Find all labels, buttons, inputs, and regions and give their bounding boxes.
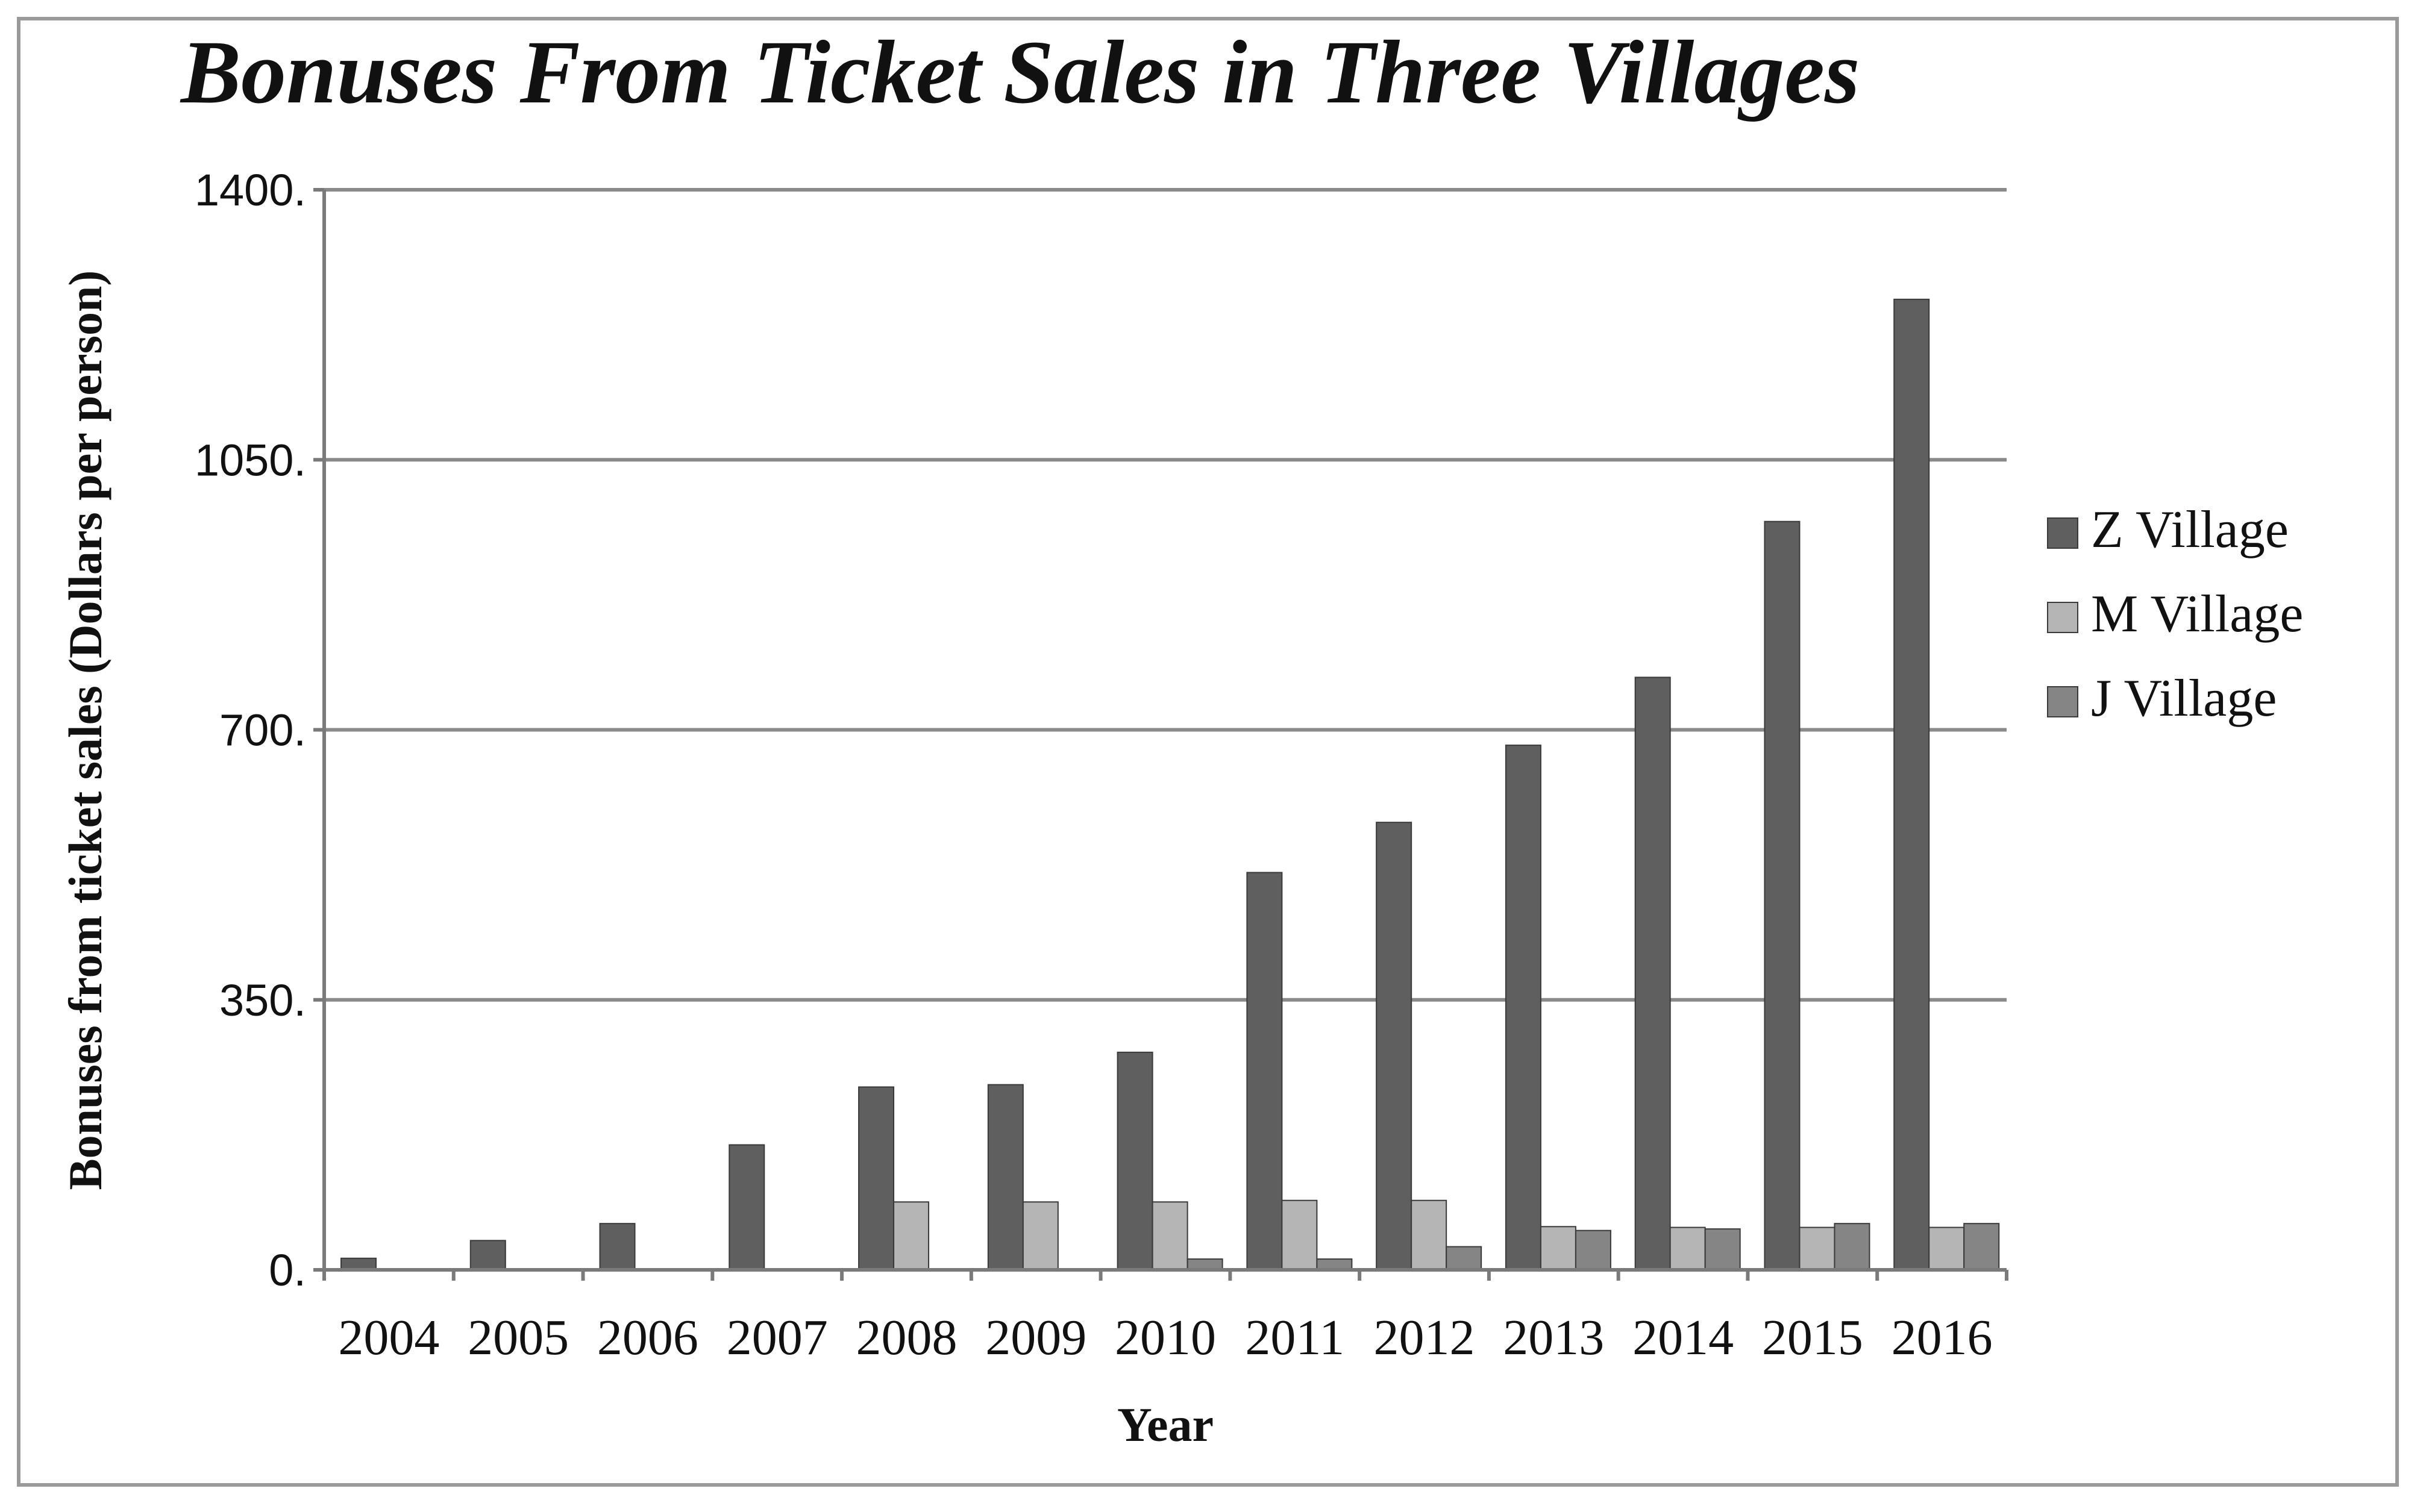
bar-m-village-2012 — [1411, 1199, 1447, 1270]
y-axis-ticks: 0. 350. 700. 1050. 1400. — [195, 165, 324, 1295]
bar-m-village-2011 — [1281, 1199, 1318, 1270]
x-tick-label: 2013 — [1503, 1310, 1604, 1366]
bar-j-village-2014 — [1704, 1228, 1741, 1271]
legend-swatch-z-village — [2047, 517, 2078, 549]
bar-j-village-2013 — [1575, 1229, 1611, 1271]
x-tick-label: 2016 — [1892, 1310, 1993, 1366]
bar-z-village-2008 — [858, 1086, 895, 1270]
bar-z-village-2005 — [469, 1240, 506, 1270]
legend-label: J Village — [2091, 669, 2277, 728]
bar-m-village-2009 — [1022, 1201, 1059, 1270]
x-tick-label: 2008 — [856, 1310, 957, 1366]
x-tick-label: 2004 — [338, 1310, 439, 1366]
y-tick-label: 1400. — [195, 165, 306, 215]
bar-z-village-2009 — [987, 1084, 1024, 1270]
gridlines — [324, 188, 2007, 1002]
x-axis-ticks: 2004 2005 2006 2007 2008 2009 2010 2011 2012 2013… — [322, 1270, 2008, 1366]
legend-label: Z Village — [2091, 501, 2289, 559]
bar-m-village-2016 — [1928, 1226, 1965, 1270]
y-tick-label: 0. — [269, 1245, 306, 1295]
bar-z-village-2013 — [1505, 745, 1541, 1270]
y-tick-label: 350. — [219, 975, 306, 1025]
legend-label: M Village — [2091, 585, 2303, 643]
bar-m-village-2015 — [1799, 1226, 1835, 1270]
x-tick-label: 2010 — [1115, 1310, 1216, 1366]
x-tick-label: 2011 — [1245, 1310, 1344, 1366]
bar-m-village-2014 — [1669, 1226, 1706, 1270]
legend-swatch-m-village — [2047, 602, 2078, 633]
x-tick-label: 2005 — [468, 1310, 569, 1366]
bar-j-village-2016 — [1963, 1223, 2000, 1270]
x-tick-label: 2015 — [1762, 1310, 1863, 1366]
y-axis-label: Bonuses from ticket sales (Dollars per p… — [59, 270, 111, 1190]
bar-z-village-2006 — [599, 1223, 636, 1270]
bars — [340, 298, 2000, 1271]
chart-title: Bonuses From Ticket Sales in Three Villa… — [180, 22, 1860, 122]
bar-z-village-2012 — [1376, 822, 1412, 1270]
y-tick-label: 700. — [219, 705, 306, 755]
x-tick-label: 2012 — [1374, 1310, 1475, 1366]
chart-frame — [17, 17, 2399, 1487]
bar-j-village-2015 — [1834, 1223, 1870, 1270]
bar-z-village-2015 — [1764, 520, 1801, 1270]
legend: Z Village M Village J Village — [2047, 501, 2303, 728]
x-axis-label: Year — [1117, 1399, 1214, 1452]
bar-m-village-2008 — [893, 1201, 930, 1270]
x-tick-label: 2006 — [597, 1310, 698, 1366]
x-tick-label: 2014 — [1632, 1310, 1734, 1366]
x-tick-label: 2009 — [985, 1310, 1086, 1366]
bar-z-village-2016 — [1893, 298, 1930, 1270]
legend-swatch-j-village — [2047, 686, 2078, 717]
y-tick-label: 1050. — [195, 435, 306, 485]
bar-m-village-2013 — [1540, 1226, 1576, 1271]
bar-z-village-2010 — [1117, 1051, 1153, 1271]
bar-j-village-2012 — [1446, 1246, 1482, 1271]
bar-z-village-2007 — [729, 1144, 765, 1270]
x-tick-label: 2007 — [727, 1310, 828, 1366]
bar-z-village-2011 — [1246, 872, 1283, 1270]
bar-m-village-2010 — [1152, 1201, 1188, 1270]
bar-z-village-2014 — [1634, 676, 1671, 1270]
